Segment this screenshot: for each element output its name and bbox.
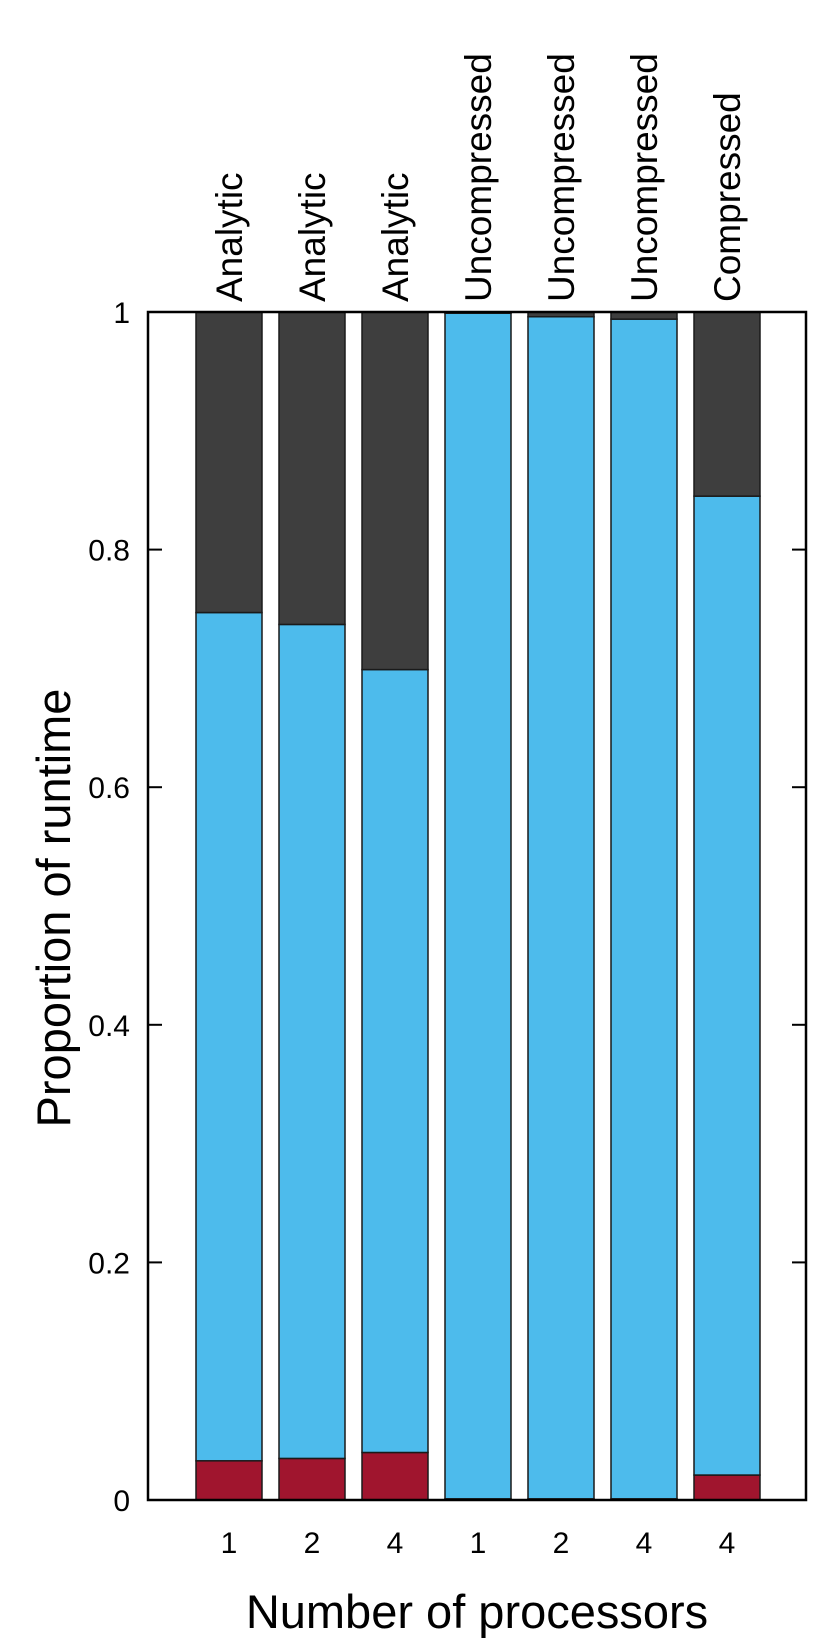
x-tick-label: 4 <box>387 1527 404 1560</box>
x-tick-label: 4 <box>636 1527 653 1560</box>
category-labels: Analytic Analytic Analytic Uncompressed Unco… <box>209 53 748 302</box>
bar-segment <box>278 311 346 626</box>
plot-frame <box>146 310 808 1502</box>
bar-segment <box>444 312 512 1500</box>
bar-segment <box>527 316 595 1500</box>
bar-segment <box>693 1474 761 1501</box>
y-tick-label: 0.2 <box>88 1247 130 1280</box>
x-axis-title: Number of processors <box>246 1585 708 1638</box>
x-tick-label: 2 <box>304 1527 321 1560</box>
y-tick-label: 0 <box>113 1485 130 1518</box>
bar-segment <box>610 318 678 1500</box>
y-axis-ticks: 0 0.2 0.4 0.6 0.8 1 <box>88 297 806 1518</box>
y-tick-label: 0.8 <box>88 535 130 568</box>
bar-segment <box>361 1451 429 1501</box>
bar-segment <box>693 495 761 1476</box>
bar-segment <box>278 1457 346 1501</box>
category-label: Uncompressed <box>458 53 499 302</box>
bar-segment <box>195 611 263 1462</box>
bar-segment <box>361 311 429 671</box>
bars-layer <box>195 311 761 1501</box>
y-tick-label: 0.4 <box>88 1010 130 1043</box>
bar-segment <box>361 668 429 1454</box>
category-label: Compressed <box>707 92 748 302</box>
bar-segment <box>195 1460 263 1501</box>
category-label: Analytic <box>375 172 416 302</box>
x-tick-label: 4 <box>719 1527 736 1560</box>
x-tick-label: 1 <box>470 1527 487 1560</box>
category-label: Analytic <box>292 172 333 302</box>
x-axis-tick-labels: 1 2 4 1 2 4 4 <box>221 1527 736 1560</box>
category-label: Analytic <box>209 172 250 302</box>
y-axis-title: Proportion of runtime <box>27 689 80 1128</box>
bar-segment <box>278 623 346 1460</box>
x-tick-label: 1 <box>221 1527 238 1560</box>
y-tick-label: 0.6 <box>88 772 130 805</box>
category-label: Uncompressed <box>624 53 665 302</box>
bar-segment <box>195 311 263 614</box>
category-label: Uncompressed <box>541 53 582 302</box>
x-tick-label: 2 <box>553 1527 570 1560</box>
bar-segment <box>693 311 761 497</box>
y-tick-label: 1 <box>113 297 130 330</box>
